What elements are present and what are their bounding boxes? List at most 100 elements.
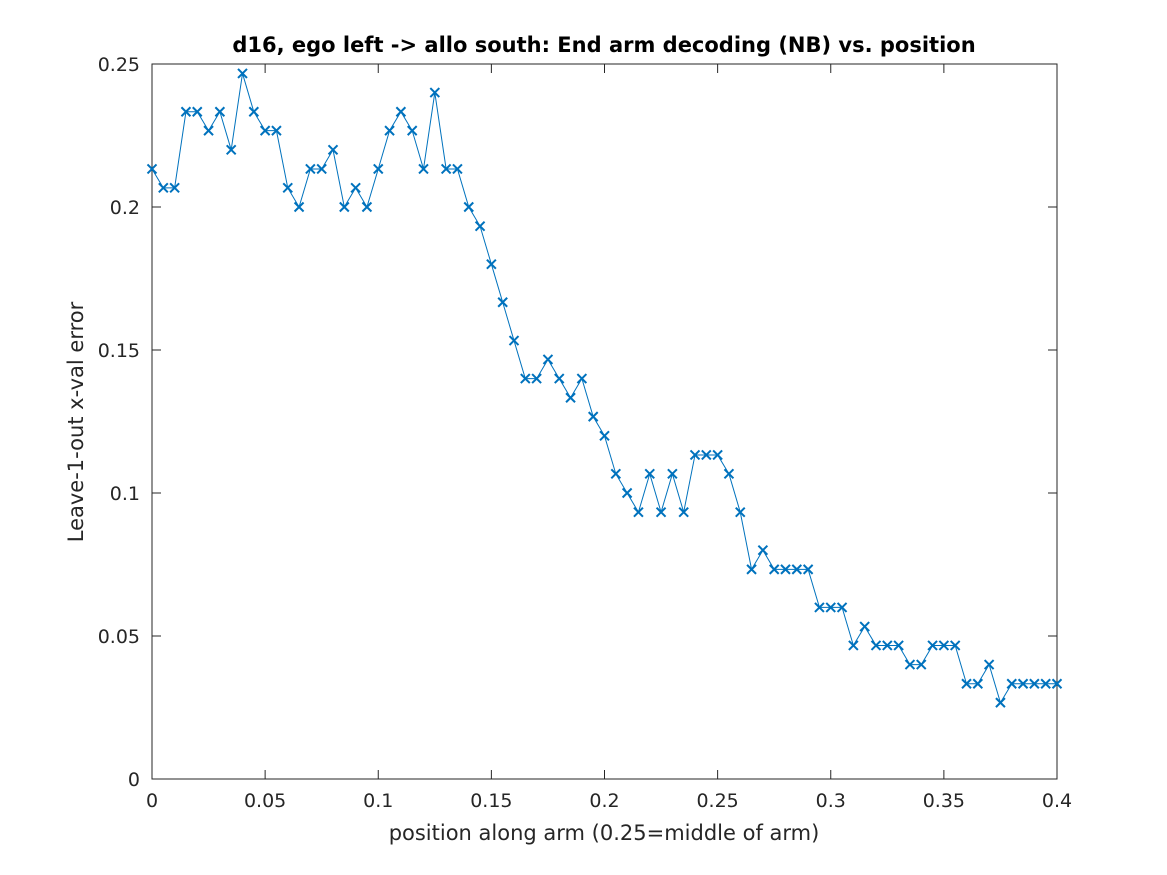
y-tick-label: 0.25 bbox=[98, 54, 140, 76]
x-tick-label: 0.15 bbox=[470, 790, 512, 812]
data-point-marker bbox=[1017, 678, 1029, 689]
data-point-marker bbox=[271, 125, 282, 136]
data-point-marker bbox=[735, 506, 746, 518]
data-point-marker bbox=[802, 564, 814, 575]
data-point-marker bbox=[373, 163, 384, 175]
data-point-marker bbox=[678, 506, 689, 518]
data-point-marker bbox=[531, 373, 542, 384]
data-point-marker bbox=[949, 640, 961, 651]
x-tick-label: 0.25 bbox=[696, 790, 738, 812]
data-point-marker bbox=[972, 678, 984, 689]
data-point-marker bbox=[848, 640, 859, 651]
data-point-marker bbox=[1006, 678, 1017, 689]
chart-title: d16, ego left -> allo south: End arm dec… bbox=[232, 33, 975, 57]
data-point-marker bbox=[633, 506, 644, 518]
data-point-marker bbox=[689, 449, 701, 461]
data-point-marker bbox=[192, 106, 203, 117]
x-tick-label: 0.2 bbox=[589, 790, 619, 812]
data-point-marker bbox=[904, 659, 916, 670]
data-point-marker bbox=[995, 697, 1006, 708]
x-tick-label: 0.3 bbox=[816, 790, 846, 812]
data-point-marker bbox=[305, 163, 316, 175]
data-point-marker bbox=[339, 201, 350, 213]
x-tick-label: 0 bbox=[146, 790, 158, 812]
data-point-marker bbox=[983, 659, 995, 670]
data-point-marker bbox=[554, 373, 565, 384]
y-tick-label: 0.05 bbox=[98, 626, 140, 648]
data-point-marker bbox=[474, 220, 486, 232]
data-point-marker bbox=[916, 659, 927, 670]
data-point-marker bbox=[350, 182, 361, 194]
data-point-marker bbox=[429, 87, 441, 98]
x-axis-label: position along arm (0.25=middle of arm) bbox=[389, 821, 820, 845]
data-point-marker bbox=[599, 430, 610, 442]
data-point-marker bbox=[497, 297, 508, 308]
data-point-marker bbox=[259, 125, 271, 136]
data-point-marker bbox=[463, 201, 474, 213]
data-point-marker bbox=[621, 487, 633, 499]
y-tick-label: 0.1 bbox=[110, 483, 140, 505]
x-tick-label: 0.1 bbox=[363, 790, 393, 812]
data-point-marker bbox=[158, 182, 169, 194]
data-point-marker bbox=[791, 564, 803, 575]
data-point-marker bbox=[225, 144, 237, 156]
data-point-marker bbox=[214, 106, 226, 117]
data-point-marker bbox=[701, 449, 712, 461]
data-point-marker bbox=[768, 564, 780, 575]
data-point-marker bbox=[859, 621, 870, 632]
data-point-marker bbox=[418, 163, 429, 175]
data-point-marker bbox=[282, 182, 293, 194]
data-point-marker bbox=[565, 392, 576, 403]
data-point-marker bbox=[395, 106, 407, 117]
data-point-marker bbox=[927, 640, 938, 651]
data-point-marker bbox=[203, 125, 214, 136]
data-point-marker bbox=[576, 373, 588, 384]
data-point-marker bbox=[712, 449, 723, 461]
data-point-marker bbox=[316, 163, 327, 175]
data-point-marker bbox=[870, 640, 882, 651]
y-tick-label: 0 bbox=[128, 769, 140, 791]
data-point-marker bbox=[655, 506, 667, 518]
data-point-marker bbox=[780, 564, 791, 575]
data-point-marker bbox=[938, 640, 950, 651]
data-point-marker bbox=[542, 354, 554, 365]
data-point-marker bbox=[893, 640, 904, 651]
data-point-marker bbox=[440, 163, 452, 175]
data-point-marker bbox=[248, 106, 260, 117]
data-point-marker bbox=[1040, 678, 1051, 689]
data-point-marker bbox=[836, 602, 848, 613]
data-point-marker bbox=[1029, 678, 1040, 689]
data-point-marker bbox=[293, 201, 305, 213]
data-point-marker bbox=[746, 564, 757, 575]
axes-box bbox=[151, 63, 1058, 780]
data-point-marker bbox=[520, 373, 531, 384]
x-tick-label: 0.05 bbox=[244, 790, 286, 812]
data-point-marker bbox=[825, 602, 836, 613]
data-point-marker bbox=[587, 411, 599, 422]
data-point-marker bbox=[961, 678, 972, 689]
data-point-marker bbox=[327, 144, 339, 156]
plot-area: 0 0.05 0.1 0.15 0.2 0.25 0.3 0.35 0.4 0 0.05 0.1 0.1… bbox=[98, 54, 1072, 812]
y-tick-label: 0.15 bbox=[98, 340, 140, 362]
data-point-marker bbox=[814, 602, 825, 613]
data-point-marker bbox=[644, 468, 655, 480]
series-line bbox=[151, 73, 1057, 704]
x-tick-label: 0.35 bbox=[923, 790, 965, 812]
data-point-marker bbox=[882, 640, 893, 651]
data-point-marker bbox=[361, 201, 373, 213]
data-point-marker bbox=[610, 468, 622, 480]
data-point-marker bbox=[1051, 678, 1063, 689]
data-point-marker bbox=[384, 125, 395, 136]
y-tick-label: 0.2 bbox=[110, 197, 140, 219]
data-point-marker bbox=[146, 163, 158, 175]
data-point-marker bbox=[508, 335, 520, 346]
data-point-marker bbox=[667, 468, 678, 480]
data-point-marker bbox=[486, 258, 497, 270]
y-axis-label: Leave-1-out x-val error bbox=[64, 301, 88, 542]
data-point-marker bbox=[169, 182, 180, 194]
data-point-marker bbox=[406, 125, 418, 136]
data-point-marker bbox=[723, 468, 735, 480]
data-point-marker bbox=[452, 163, 463, 175]
data-point-marker bbox=[237, 68, 248, 79]
